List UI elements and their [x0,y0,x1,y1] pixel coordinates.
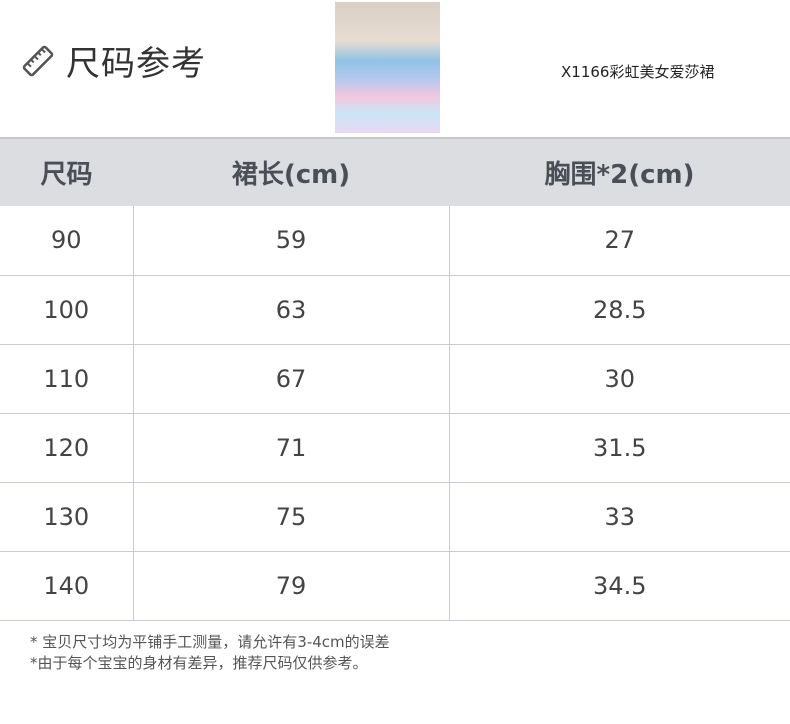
table-cell: 33 [448,482,790,552]
page-title: 尺码参考 [20,36,206,85]
table-cell: 30 [448,344,790,414]
product-name: X1166彩虹美女爱莎裙 [561,63,715,81]
note: * 宝贝尺寸均为平铺手工测量，请允许有3-4cm的误差 [30,633,390,651]
table-cell: 67 [132,344,449,414]
table-row: 140 79 34.5 [0,551,790,621]
table-row: 120 71 31.5 [0,413,790,483]
size-table: 尺码 裙长(cm) 胸围*2(cm) 90 59 27 100 63 28.5 110 67 3… [0,137,790,621]
table-cell: 27 [448,206,790,276]
note: *由于每个宝宝的身材有差异，推荐尺码仅供参考。 [30,654,368,672]
table-cell: 140 [0,551,133,621]
table-cell: 28.5 [448,275,790,345]
table-cell: 34.5 [448,551,790,621]
notes: * 宝贝尺寸均为平铺手工测量，请允许有3-4cm的误差 *由于每个宝宝的身材有差… [30,632,390,674]
column-header: 胸围*2(cm) [449,137,790,206]
column-header: 裙长(cm) [133,137,449,206]
product-photo [335,2,440,133]
table-cell: 120 [0,413,133,483]
table-cell: 110 [0,344,133,414]
table-cell: 79 [132,551,449,621]
table-row: 100 63 28.5 [0,275,790,345]
table-cell: 100 [0,275,133,345]
table-row: 110 67 30 [0,344,790,414]
table-header: 尺码 裙长(cm) 胸围*2(cm) [0,137,790,206]
table-cell: 75 [132,482,449,552]
table-cell: 130 [0,482,133,552]
table-cell: 31.5 [448,413,790,483]
table-cell: 71 [132,413,449,483]
table-cell: 63 [132,275,449,345]
table-row: 130 75 33 [0,482,790,552]
column-header: 尺码 [0,137,133,206]
table-cell: 90 [0,206,133,276]
table-row: 90 59 27 [0,206,790,276]
table-cell: 59 [132,206,449,276]
ruler-icon [22,45,54,76]
